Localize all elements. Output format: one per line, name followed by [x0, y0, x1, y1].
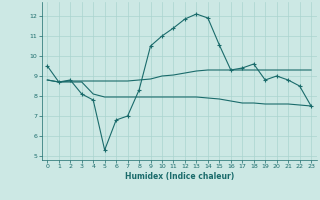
X-axis label: Humidex (Indice chaleur): Humidex (Indice chaleur): [124, 172, 234, 181]
